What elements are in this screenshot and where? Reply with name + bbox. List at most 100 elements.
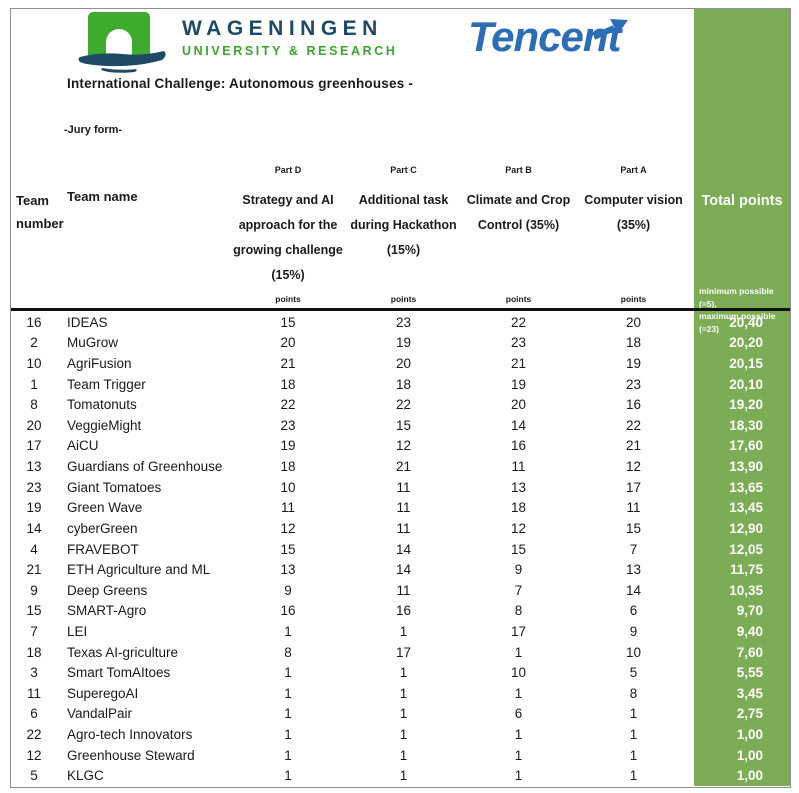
total-points-cell: 2,75 (736, 706, 763, 722)
table-row: 10 AgriFusion 21 20 21 19 20,15 (10, 353, 791, 374)
part-b-points-cell: 12 (510, 520, 527, 536)
part-a-points-cell: 11 (626, 500, 641, 516)
total-points-cell: 13,65 (729, 479, 763, 495)
team-number-cell: 15 (26, 603, 42, 619)
part-c-points-cell: 22 (395, 397, 412, 413)
total-points-cell: 17,60 (729, 438, 763, 454)
part-a-points-cell: 7 (629, 541, 638, 557)
wageningen-tagline: UNIVERSITY & RESEARCH (182, 44, 398, 58)
team-name-cell: LEI (67, 623, 88, 639)
part-d-points-cell: 19 (280, 438, 296, 454)
part-d-points-cell: 18 (280, 376, 296, 392)
part-a-points-cell: 22 (625, 417, 642, 433)
part-d-points-cell: 1 (284, 726, 292, 742)
table-row: 4 FRAVEBOT 15 14 15 7 12,05 (10, 539, 791, 560)
header-part-b: Part B (505, 165, 532, 175)
team-number-cell: 22 (26, 726, 42, 742)
total-points-cell: 12,90 (729, 520, 763, 536)
part-c-points-cell: 1 (399, 768, 408, 784)
part-a-points-cell: 17 (625, 479, 642, 495)
table-row: 16 IDEAS 15 23 22 20 20,40 (10, 312, 791, 333)
part-c-points-cell: 1 (399, 706, 408, 722)
total-points-cell: 7,60 (736, 644, 763, 660)
part-b-points-cell: 6 (514, 706, 523, 722)
table-row: 18 Texas AI-griculture 8 17 1 10 7,60 (10, 642, 791, 663)
part-d-points-cell: 15 (280, 541, 296, 557)
team-name-cell: Tomatonuts (67, 397, 137, 413)
part-c-points-cell: 11 (396, 479, 411, 495)
team-name-cell: Deep Greens (67, 582, 148, 598)
part-c-points-cell: 1 (399, 665, 408, 681)
team-name-cell: MuGrow (67, 335, 119, 351)
part-d-points-cell: 10 (280, 479, 296, 495)
total-points-cell: 18,30 (729, 417, 763, 433)
team-number-cell: 10 (26, 356, 42, 372)
part-a-points-cell: 1 (629, 747, 638, 763)
part-d-points-cell: 1 (284, 623, 292, 639)
part-c-points-cell: 1 (399, 726, 408, 742)
table-row: 8 Tomatonuts 22 22 20 16 19,20 (10, 394, 791, 415)
table-row: 13 Guardians of Greenhouse 18 21 11 12 1… (10, 456, 791, 477)
part-d-points-cell: 11 (280, 500, 295, 516)
part-b-points-cell: 10 (510, 665, 527, 681)
header-team-name: Team name (67, 189, 138, 204)
part-d-points-cell: 22 (280, 397, 296, 413)
part-a-points-cell: 1 (629, 706, 638, 722)
table-row: 7 LEI 1 1 17 9 9,40 (10, 621, 791, 642)
team-number-cell: 1 (30, 376, 38, 392)
part-b-points-cell: 1 (514, 685, 523, 701)
team-number-cell: 16 (26, 314, 42, 330)
results-table: 16 IDEAS 15 23 22 20 20,40 2 MuGrow 20 1… (10, 312, 791, 786)
team-number-cell: 13 (26, 459, 42, 475)
points-label-part-c: points (390, 294, 417, 304)
team-name-cell: VeggieMight (67, 417, 142, 433)
team-name-cell: IDEAS (67, 314, 108, 330)
total-points-cell: 19,20 (729, 397, 763, 413)
team-number-cell: 11 (26, 685, 41, 701)
team-number-cell: 6 (30, 706, 38, 722)
header-part-a: Part A (620, 165, 647, 175)
part-c-points-cell: 20 (395, 356, 412, 372)
table-row: 11 SuperegoAI 1 1 1 8 3,45 (10, 683, 791, 704)
part-b-points-cell: 1 (514, 726, 523, 742)
team-name-cell: Green Wave (67, 500, 143, 516)
total-points-cell: 10,35 (729, 582, 763, 598)
header-total-points: Total points (701, 193, 783, 209)
part-c-points-cell: 12 (395, 438, 412, 454)
table-row: 3 Smart TomAItoes 1 1 10 5 5,55 (10, 662, 791, 683)
part-d-points-cell: 9 (284, 582, 292, 598)
table-row: 1 Team Trigger 18 18 19 23 20,10 (10, 374, 791, 395)
wageningen-wordmark: WAGENINGEN (182, 17, 383, 40)
part-d-points-cell: 15 (280, 314, 296, 330)
table-row: 5 KLGC 1 1 1 1 1,00 (10, 765, 791, 786)
tencent-arrow-icon (594, 19, 629, 40)
team-name-cell: AiCU (67, 438, 99, 454)
part-d-points-cell: 21 (280, 356, 296, 372)
part-d-points-cell: 1 (284, 747, 292, 763)
part-d-points-cell: 18 (280, 459, 296, 475)
part-c-points-cell: 1 (399, 623, 408, 639)
part-d-points-cell: 13 (280, 562, 296, 578)
team-number-cell: 5 (30, 768, 38, 784)
part-b-points-cell: 17 (510, 623, 527, 639)
part-b-points-cell: 14 (510, 417, 527, 433)
total-points-cell: 20,20 (729, 335, 763, 351)
part-a-points-cell: 12 (625, 459, 642, 475)
part-a-points-cell: 16 (625, 397, 642, 413)
part-b-points-cell: 21 (510, 356, 527, 372)
part-a-points-cell: 13 (625, 562, 642, 578)
total-points-cell: 13,90 (729, 459, 763, 475)
team-name-cell: Team Trigger (67, 376, 146, 392)
part-c-points-cell: 14 (395, 541, 412, 557)
part-a-points-cell: 1 (629, 768, 638, 784)
part-b-points-cell: 19 (510, 376, 527, 392)
part-b-points-cell: 1 (514, 644, 523, 660)
part-c-points-cell: 18 (395, 376, 412, 392)
team-number-cell: 3 (30, 665, 38, 681)
part-b-points-cell: 1 (514, 768, 523, 784)
table-row: 22 Agro-tech Innovators 1 1 1 1 1,00 (10, 724, 791, 745)
part-d-points-cell: 16 (280, 603, 296, 619)
total-points-cell: 9,40 (736, 623, 763, 639)
part-a-points-cell: 8 (629, 685, 638, 701)
page-title: International Challenge: Autonomous gree… (67, 76, 414, 91)
